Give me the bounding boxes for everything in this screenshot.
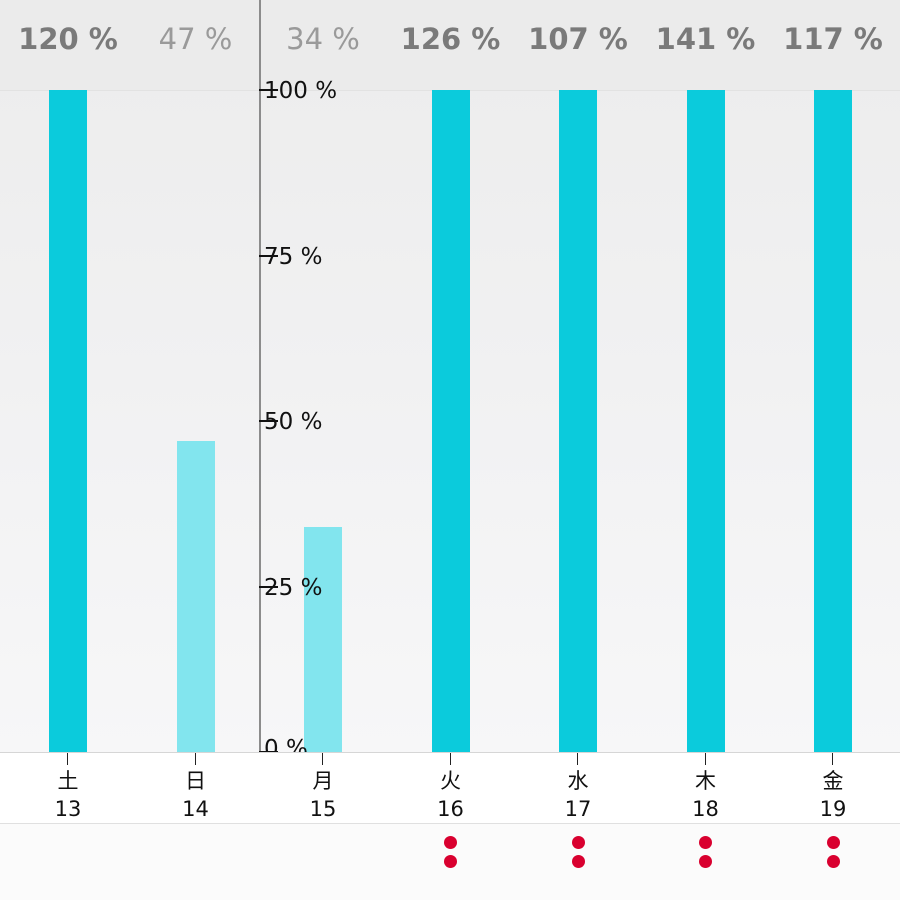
x-tick-weekday: 火 xyxy=(440,769,461,793)
marker-dot xyxy=(571,855,585,868)
bar-value-label: 107 % xyxy=(528,22,628,56)
y-axis-tick xyxy=(259,585,278,588)
bar xyxy=(559,90,597,752)
x-tick-day: 17 xyxy=(564,797,592,821)
value-label-header xyxy=(0,0,900,91)
y-axis-tick xyxy=(259,254,278,257)
marker-dot xyxy=(699,855,712,868)
dot-band-divider xyxy=(0,823,900,824)
x-axis-tick xyxy=(577,753,578,765)
y-axis-tick xyxy=(259,420,278,422)
bar-value-label: 47 % xyxy=(158,22,233,56)
x-tick-weekday: 日 xyxy=(185,769,206,793)
x-axis-tick xyxy=(449,753,451,765)
x-tick-weekday: 木 xyxy=(695,769,716,793)
x-tick-day: 13 xyxy=(54,797,82,821)
y-axis-tick xyxy=(259,89,278,91)
x-tick-weekday: 金 xyxy=(822,769,844,793)
x-tick-weekday: 水 xyxy=(567,769,589,793)
x-tick-weekday: 月 xyxy=(312,769,334,793)
x-tick-day: 19 xyxy=(819,797,847,821)
x-tick-day: 16 xyxy=(437,797,464,821)
bar-value-label: 117 % xyxy=(783,22,883,56)
x-tick-weekday: 土 xyxy=(57,769,79,793)
bar xyxy=(686,90,725,752)
x-axis-tick xyxy=(322,753,323,765)
marker-dot xyxy=(444,836,457,849)
x-axis-baseline xyxy=(0,752,900,753)
bar-value-label: 126 % xyxy=(400,22,501,56)
x-tick-day: 18 xyxy=(692,797,719,821)
y-tick-label: 100 % xyxy=(264,78,338,104)
bar-value-label: 141 % xyxy=(655,22,756,56)
bar xyxy=(304,526,342,752)
x-axis-tick xyxy=(67,753,68,765)
x-axis-tick xyxy=(704,753,706,765)
y-tick-label: 50 % xyxy=(264,409,323,435)
bar xyxy=(176,440,215,752)
marker-dot xyxy=(699,836,712,849)
bar xyxy=(49,90,87,752)
x-tick-day: 14 xyxy=(182,797,209,821)
bar-value-label: 34 % xyxy=(286,22,360,56)
x-axis-tick xyxy=(194,753,196,765)
x-axis-tick xyxy=(832,753,833,765)
y-axis-line xyxy=(259,0,261,900)
marker-dot xyxy=(571,836,585,849)
bar xyxy=(431,90,470,752)
bar xyxy=(814,90,852,752)
marker-dot xyxy=(826,836,840,849)
bar-value-label: 120 % xyxy=(18,22,118,56)
y-tick-label: 75 % xyxy=(264,243,323,270)
marker-dot xyxy=(444,855,457,868)
x-tick-day: 15 xyxy=(309,797,337,821)
marker-dot xyxy=(826,855,840,868)
y-tick-label: 25 % xyxy=(264,574,323,601)
